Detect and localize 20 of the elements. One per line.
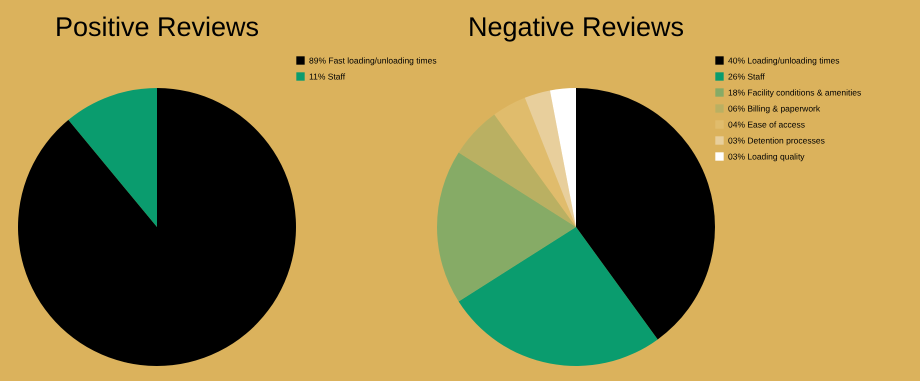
pie-slice bbox=[576, 88, 715, 340]
legend-label: 06% Billing & paperwork bbox=[728, 104, 821, 114]
legend-label: 18% Facility conditions & amenities bbox=[728, 88, 862, 98]
legend-label: 03% Detention processes bbox=[728, 136, 825, 146]
legend-label: 26% Staff bbox=[728, 72, 766, 82]
pie-slice bbox=[458, 227, 658, 366]
pie-slice bbox=[68, 88, 157, 227]
legend-label: 03% Loading quality bbox=[728, 152, 806, 162]
legend-label: 89% Fast loading/unloading times bbox=[309, 56, 437, 66]
pie-slice bbox=[18, 88, 296, 366]
chart-title: Negative Reviews bbox=[468, 12, 684, 42]
legend-label: 40% Loading/unloading times bbox=[728, 56, 840, 66]
pie-slice bbox=[437, 152, 576, 302]
chart-title: Positive Reviews bbox=[54, 12, 260, 42]
legend-label: 04% Ease of access bbox=[728, 120, 806, 130]
pie-slice bbox=[550, 88, 576, 227]
pie-slice bbox=[494, 98, 576, 227]
legend-label: 11% Staff bbox=[309, 72, 346, 82]
pie-slice bbox=[458, 114, 576, 227]
pie-slice bbox=[524, 90, 576, 227]
